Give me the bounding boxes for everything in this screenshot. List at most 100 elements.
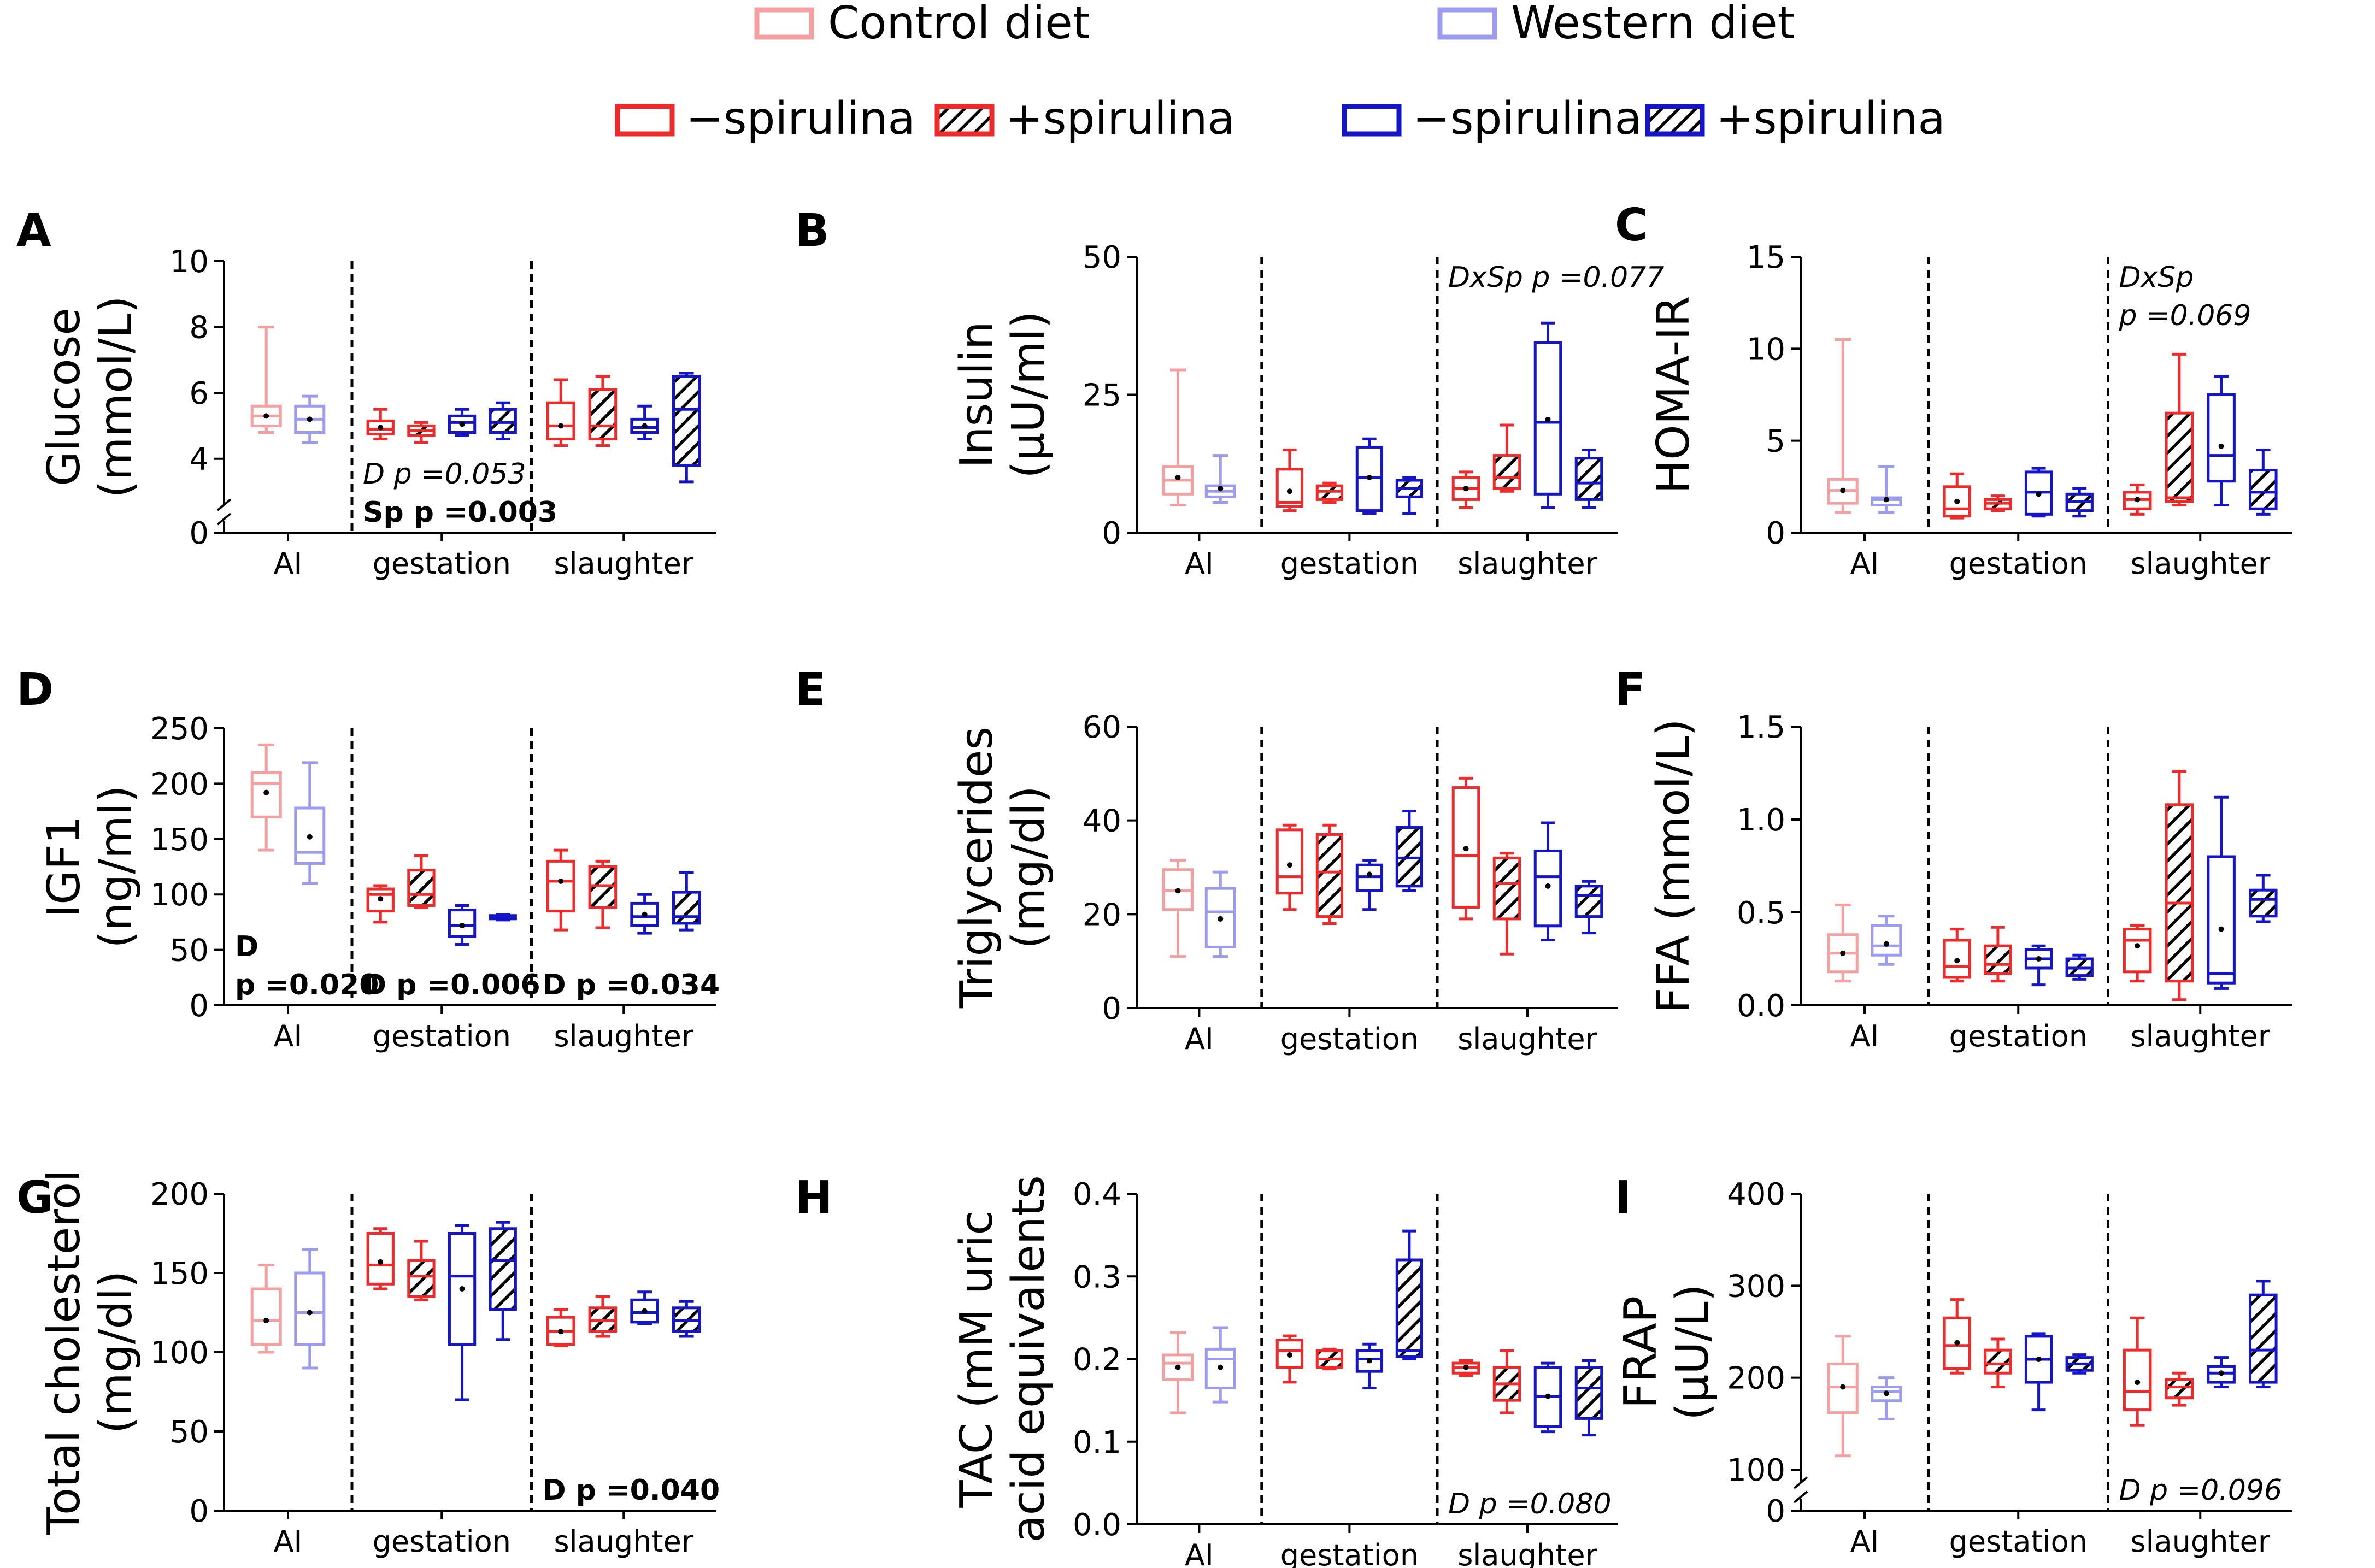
y-tick-label: 100 [150, 877, 209, 913]
box-iqr [2165, 803, 2194, 983]
x-tick-label: AI [1850, 1019, 1879, 1053]
x-tick-label: AI [1185, 1022, 1214, 1056]
x-tick-label: AI [274, 1019, 303, 1053]
box-mean [307, 416, 313, 422]
x-tick-label: AI [1185, 1538, 1214, 1568]
box-AI-western [1871, 465, 1902, 514]
y-tick-label: 5 [1766, 424, 1785, 459]
y-tick-label: 0.0 [1737, 988, 1785, 1024]
box-slaughter-west-minus [1533, 821, 1562, 942]
box-iqr [2249, 1293, 2278, 1384]
panel-a: A Glucose (mmol/L) 0 4 6 8 10 AI gestation slaught… [16, 205, 716, 581]
box-gestation-west-minus [448, 1224, 477, 1401]
panel-h: H TAC (mM uric acid equivalents 0.0 0.1 0.2 0.… [795, 1172, 1618, 1568]
x-tick-label: gestation [373, 546, 511, 581]
x-tick-label: slaughter [1457, 1022, 1597, 1056]
x-tick-label: slaughter [1457, 1538, 1597, 1568]
box-mean [263, 413, 269, 419]
box-slaughter-ctrl-plus [2165, 1371, 2194, 1407]
box-mean [1286, 1352, 1292, 1358]
y-tick-label: 0.4 [1073, 1177, 1121, 1212]
box-iqr [546, 859, 575, 913]
box-slaughter-ctrl-plus [588, 859, 618, 929]
box-iqr [294, 806, 326, 865]
box-mean [1545, 1393, 1551, 1399]
legend-item-western-minus: −spirulina [1342, 93, 1642, 145]
box-mean [1366, 475, 1372, 480]
y-tick-label: 250 [150, 711, 209, 747]
x-tick-label: gestation [1280, 1538, 1419, 1568]
x-tick-label: gestation [373, 1019, 511, 1053]
box-mean [1954, 498, 1960, 504]
box-gestation-ctrl-minus [1275, 823, 1304, 911]
legend-swatch-western-minus [1342, 104, 1402, 137]
box-iqr [1275, 1339, 1304, 1369]
box-mean [2036, 491, 2042, 497]
box-gestation-ctrl-minus [366, 408, 395, 441]
box-iqr [448, 1232, 477, 1346]
box-mean [263, 1318, 269, 1323]
y-tick-label: 50 [1083, 240, 1121, 275]
box-mean [1545, 883, 1551, 889]
box-slaughter-ctrl-minus [1451, 470, 1480, 510]
box-mean [1840, 950, 1846, 956]
box-iqr [1395, 1258, 1424, 1358]
box-iqr [1943, 1316, 1971, 1370]
box-mean [1840, 1384, 1846, 1390]
y-tick-label: 100 [1727, 1453, 1785, 1488]
annotation: D p =0.096 [2119, 1474, 2283, 1507]
box-gestation-ctrl-plus [1984, 926, 2012, 983]
box-gestation-west-minus [2024, 1332, 2053, 1412]
y-tick-label: 400 [1727, 1177, 1785, 1212]
box-gestation-ctrl-minus [1275, 449, 1304, 512]
box-iqr [489, 1227, 517, 1311]
box-mean [1366, 871, 1372, 877]
y-tick-label: 1.5 [1737, 710, 1785, 745]
box-AI-western [1871, 1376, 1902, 1420]
y-tick-label: 0.2 [1073, 1342, 1121, 1378]
box-gestation-west-plus [2065, 487, 2094, 518]
x-tick-label: AI [1185, 546, 1214, 581]
annotation: p =0.069 [2119, 299, 2251, 332]
x-tick-label: gestation [373, 1524, 511, 1559]
box-gestation-west-minus [448, 904, 477, 946]
y-tick-label: 4 [189, 442, 209, 478]
box-iqr [1574, 1366, 1603, 1420]
y-axis-unit: (mmol/L) [90, 296, 142, 498]
axis-break-mark [1793, 1476, 1808, 1489]
box-iqr [1492, 454, 1521, 490]
box-iqr [2207, 855, 2236, 985]
y-tick-label: 200 [150, 1177, 209, 1212]
y-axis-label: HOMA-IR [1648, 296, 1700, 494]
box-iqr [366, 1232, 395, 1286]
box-slaughter-ctrl-minus [546, 378, 575, 447]
box-AI-control [1162, 368, 1194, 506]
x-tick-label: slaughter [1457, 546, 1597, 581]
box-mean [378, 1259, 384, 1265]
box-AI-control [1162, 1331, 1194, 1414]
box-slaughter-ctrl-minus [546, 1308, 575, 1347]
box-iqr [2249, 469, 2278, 510]
box-gestation-west-minus [2024, 944, 2053, 987]
box-mean [2036, 956, 2042, 962]
y-tick-label: 20 [1083, 897, 1121, 933]
y-tick-label: 0 [1102, 991, 1121, 1027]
box-AI-western [1871, 915, 1902, 966]
box-mean [1840, 487, 1846, 493]
box-iqr [1492, 856, 1521, 921]
box-AI-western [1204, 1326, 1236, 1404]
box-slaughter-west-plus [1574, 880, 1603, 935]
box-gestation-ctrl-plus [1315, 481, 1344, 504]
legend-item-control-minus: −spirulina [615, 93, 915, 145]
box-mean [1954, 1340, 1960, 1346]
box-AI-western [1204, 454, 1236, 504]
x-tick-label: gestation [1949, 546, 2088, 581]
box-slaughter-west-minus [630, 893, 659, 935]
box-mean [307, 1310, 313, 1316]
panel-label: G [16, 1172, 53, 1224]
box-mean [378, 425, 384, 431]
box-slaughter-west-minus [2207, 375, 2236, 506]
box-AI-western [294, 761, 326, 885]
box-slaughter-west-minus [630, 1290, 659, 1325]
